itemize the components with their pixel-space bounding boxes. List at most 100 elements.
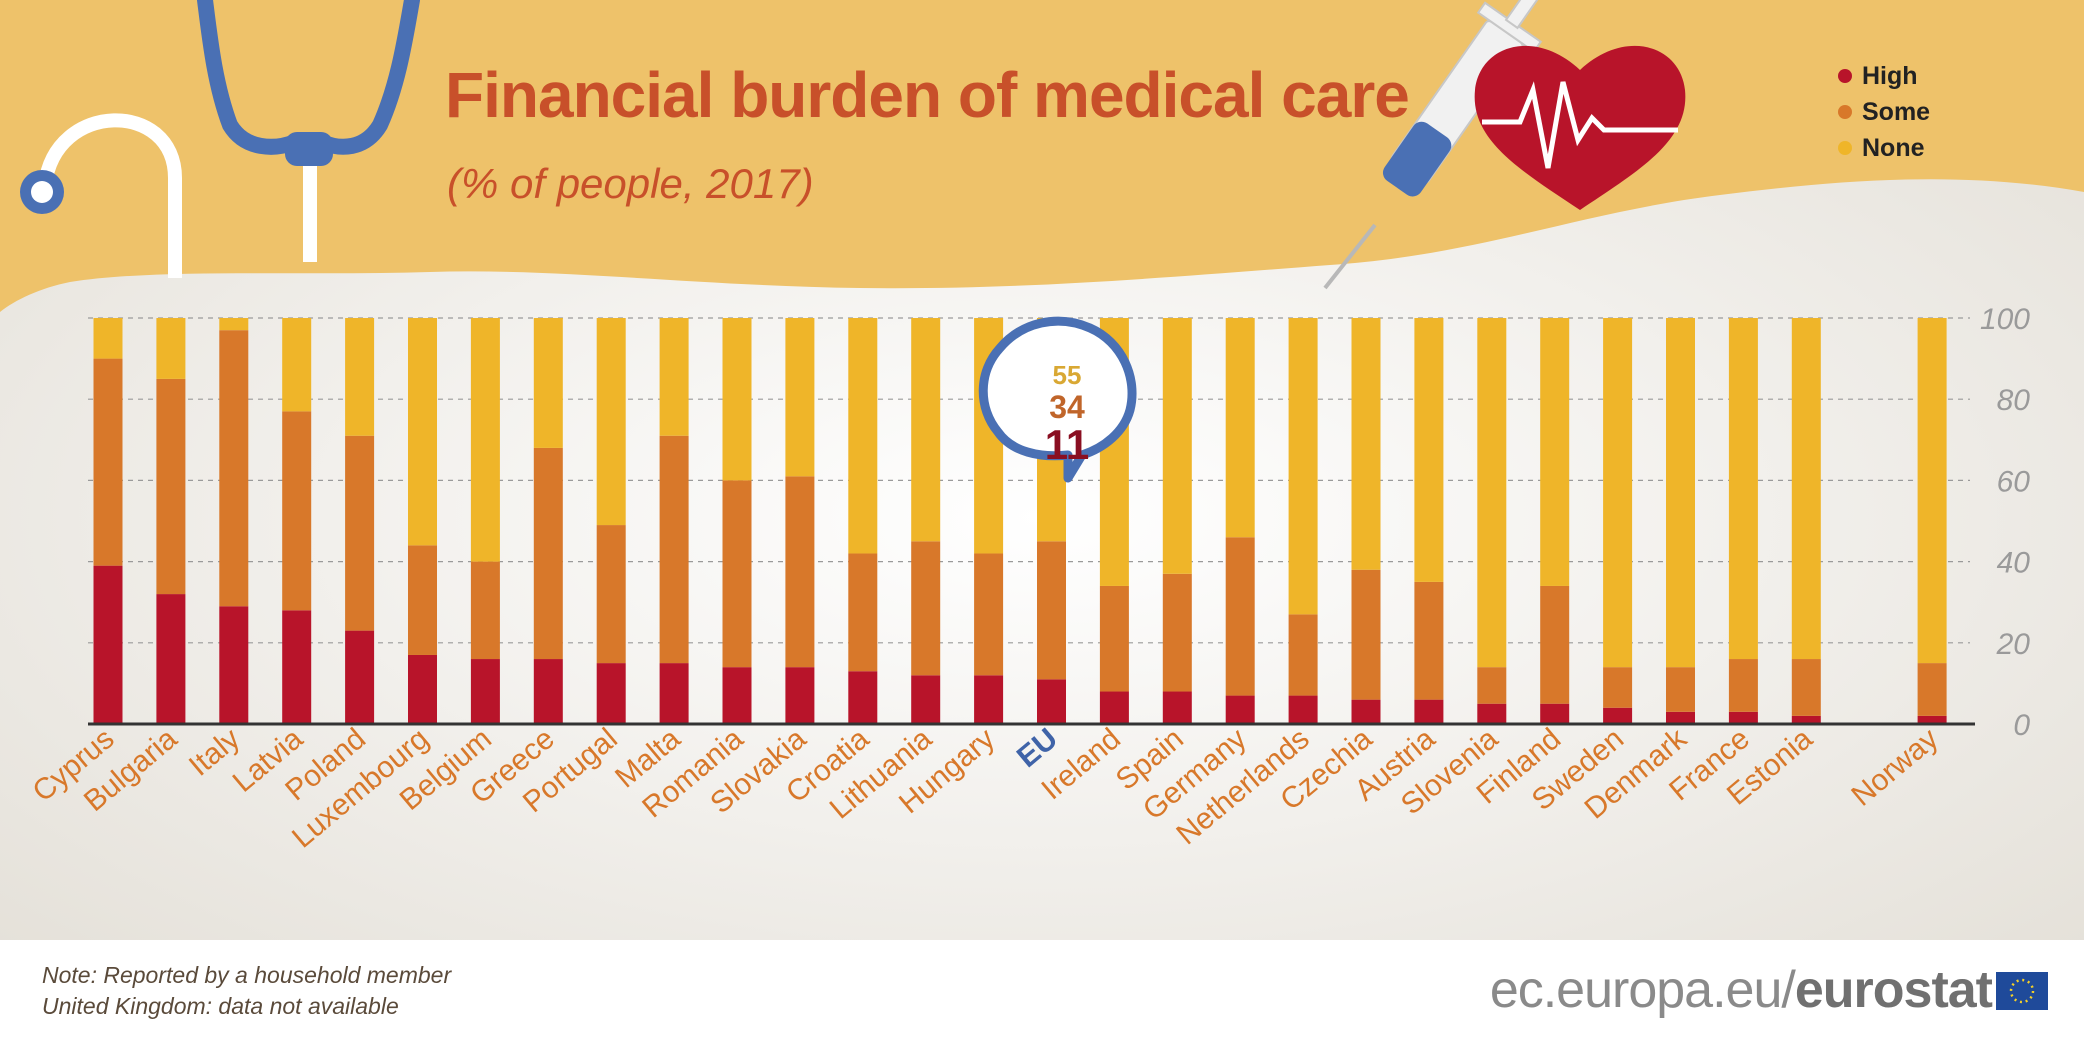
bar-segment-some bbox=[345, 435, 375, 631]
bar-segment-high bbox=[848, 671, 878, 724]
bar-segment-none bbox=[156, 318, 186, 379]
bar-segment-high bbox=[219, 606, 249, 724]
bar-segment-high bbox=[1288, 695, 1318, 724]
bar-segment-none bbox=[1728, 318, 1758, 660]
bar-segment-some bbox=[1666, 667, 1695, 712]
bar-segment-some bbox=[1351, 569, 1381, 700]
bar-segment-some bbox=[533, 447, 563, 660]
bar-segment-high bbox=[345, 630, 375, 724]
bar-segment-high bbox=[408, 654, 437, 724]
legend-item-none: None bbox=[1838, 130, 1930, 166]
legend-swatch-some bbox=[1838, 105, 1852, 119]
bar-segment-high bbox=[1162, 691, 1192, 724]
bar-segment-high bbox=[1225, 695, 1255, 724]
legend-swatch-none bbox=[1838, 141, 1852, 155]
bar-segment-none bbox=[1414, 318, 1444, 582]
legend: High Some None bbox=[1838, 58, 1930, 166]
bar-segment-none bbox=[659, 318, 689, 436]
bar-segment-some bbox=[156, 378, 186, 595]
bar-segment-high bbox=[785, 667, 815, 724]
bar-segment-some bbox=[93, 358, 123, 566]
brand-name: eurostat bbox=[1794, 961, 1993, 1019]
bar-segment-none bbox=[533, 318, 563, 448]
bar-segment-none bbox=[1351, 318, 1381, 570]
bar-segment-none bbox=[1540, 318, 1570, 586]
bar-segment-some bbox=[785, 476, 815, 668]
bar-segment-none bbox=[722, 318, 752, 481]
bar-segment-none bbox=[1477, 318, 1507, 668]
bar-segment-some bbox=[1288, 614, 1318, 696]
bar-segment-high bbox=[156, 594, 186, 724]
callout-high-value: 11 bbox=[1045, 421, 1089, 468]
y-tick-label: 60 bbox=[1997, 465, 2031, 498]
bar-segment-none bbox=[282, 318, 312, 412]
bar-segment-some bbox=[974, 553, 1004, 676]
eu-callout: 55 34 11 bbox=[978, 316, 1137, 483]
callout-some-value: 34 bbox=[1049, 389, 1085, 425]
bar-segment-none bbox=[470, 318, 500, 562]
bar-segment-none bbox=[1162, 318, 1192, 574]
bar-segment-high bbox=[596, 663, 626, 724]
bar-segment-some bbox=[1728, 659, 1758, 712]
bar-segment-none bbox=[408, 318, 437, 546]
y-tick-label: 0 bbox=[2013, 709, 2030, 742]
bar-segment-some bbox=[1917, 663, 1947, 716]
bar-segment-none bbox=[93, 318, 123, 359]
stethoscope-icon bbox=[20, 0, 420, 278]
bar-segment-none bbox=[1666, 318, 1695, 668]
bar-segment-none bbox=[1917, 318, 1947, 664]
bar-segment-some bbox=[1540, 585, 1570, 704]
bar-segment-high bbox=[1666, 711, 1695, 724]
y-tick-label: 100 bbox=[1980, 303, 2030, 336]
bar-segment-some bbox=[1225, 537, 1255, 696]
bar-segment-none bbox=[848, 318, 878, 554]
bar-segment-high bbox=[1603, 707, 1633, 724]
bar-segment-some bbox=[596, 525, 626, 664]
heart-icon bbox=[1474, 45, 1686, 210]
bar-segment-high bbox=[282, 610, 312, 724]
bar-segment-high bbox=[1477, 703, 1507, 724]
bar-segment-none bbox=[596, 318, 626, 526]
bar-segment-none bbox=[1288, 318, 1318, 615]
bar-segment-none bbox=[785, 318, 815, 477]
y-tick-label: 20 bbox=[1996, 628, 2031, 661]
bar-segment-high bbox=[93, 565, 123, 724]
bar-segment-high bbox=[1037, 679, 1066, 724]
bar-segment-some bbox=[1603, 667, 1633, 708]
footnote-line-1: Note: Reported by a household member bbox=[42, 962, 452, 988]
bar-segment-none bbox=[1791, 318, 1821, 660]
y-tick-label: 80 bbox=[1997, 384, 2031, 417]
brand-prefix: ec.europa.eu/ bbox=[1489, 961, 1796, 1019]
legend-item-high: High bbox=[1838, 58, 1930, 94]
legend-swatch-high bbox=[1838, 69, 1852, 83]
bar-segment-some bbox=[1099, 585, 1129, 692]
bar-segment-high bbox=[1351, 699, 1381, 724]
bars bbox=[93, 318, 1947, 724]
bar-segment-high bbox=[470, 659, 500, 724]
bar-segment-some bbox=[282, 411, 312, 611]
bar-segment-high bbox=[1099, 691, 1129, 724]
bar-segment-some bbox=[659, 435, 689, 664]
bar-segment-none bbox=[1225, 318, 1255, 538]
bar-segment-some bbox=[470, 561, 500, 660]
bar-segment-high bbox=[1414, 699, 1444, 724]
chart-title: Financial burden of medical care bbox=[445, 59, 1410, 131]
bar-segment-high bbox=[911, 675, 941, 724]
callout-none-value: 55 bbox=[1053, 360, 1082, 390]
bar-segment-high bbox=[722, 667, 752, 724]
bar-segment-some bbox=[1477, 667, 1507, 704]
bar-segment-none bbox=[1603, 318, 1633, 668]
bar-segment-high bbox=[974, 675, 1004, 724]
chart-subtitle: (% of people, 2017) bbox=[447, 160, 814, 207]
footnote: Note: Reported by a household member Uni… bbox=[42, 960, 451, 1022]
bar-segment-some bbox=[1414, 581, 1444, 700]
bar-segment-some bbox=[408, 545, 437, 655]
bar-segment-some bbox=[1791, 659, 1821, 716]
bar-segment-none bbox=[911, 318, 941, 542]
bar-segment-high bbox=[659, 663, 689, 724]
bar-segment-none bbox=[345, 318, 375, 436]
bar-segment-high bbox=[1917, 715, 1947, 724]
